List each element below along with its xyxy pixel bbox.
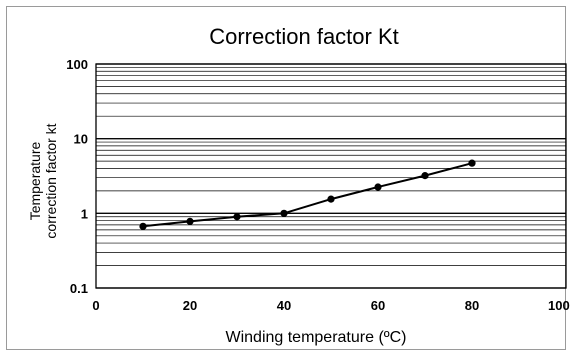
- data-point: [374, 183, 381, 190]
- data-points: [139, 160, 475, 230]
- data-point: [186, 218, 193, 225]
- plot-border: [96, 64, 566, 288]
- y-tick-label: 10: [74, 132, 88, 147]
- x-tick-label: 40: [277, 298, 291, 313]
- data-point: [421, 172, 428, 179]
- y-axis-label: Temperature correction factor kt: [27, 123, 59, 238]
- y-axis-label-line-2: correction factor kt: [43, 123, 59, 238]
- data-point: [139, 223, 146, 230]
- y-tick-label: 0.1: [70, 281, 88, 296]
- x-tick-label: 20: [183, 298, 197, 313]
- chart-title: Correction factor Kt: [209, 24, 399, 49]
- x-tick-labels: 0 20 40 60 80 100: [92, 298, 569, 313]
- x-axis-label: Winding temperature (ºC): [225, 329, 406, 346]
- y-axis-label-line-1: Temperature: [27, 141, 43, 220]
- x-tick-label: 80: [465, 298, 479, 313]
- data-point: [233, 213, 240, 220]
- y-tick-label: 100: [66, 57, 88, 72]
- data-point: [327, 196, 334, 203]
- data-point: [468, 160, 475, 167]
- x-tick-label: 100: [548, 298, 570, 313]
- y-tick-label: 1: [81, 206, 88, 221]
- chart-grid: [96, 64, 566, 288]
- y-tick-labels: 0.1 1 10 100: [66, 57, 88, 296]
- x-tick-label: 0: [92, 298, 99, 313]
- data-point: [280, 210, 287, 217]
- x-tick-label: 60: [371, 298, 385, 313]
